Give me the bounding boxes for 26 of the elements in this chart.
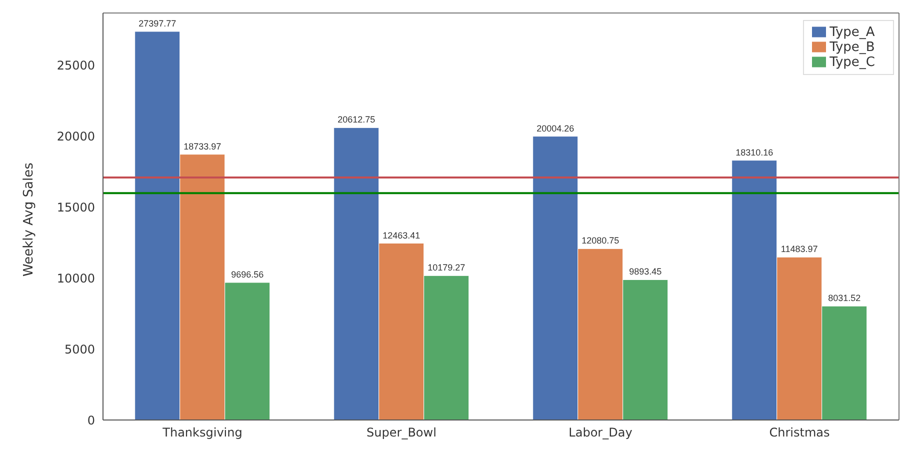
data-label: 10179.27 [428,262,466,273]
y-tick-label: 0 [87,413,95,428]
data-label: 18733.97 [184,141,222,152]
data-label: 12080.75 [582,236,620,246]
x-tick-label: Christmas [769,426,830,440]
x-tick-label: Thanksgiving [162,426,242,440]
data-label: 11483.97 [780,244,818,254]
x-tick-label: Super_Bowl [366,426,436,440]
data-label: 12463.41 [382,230,420,240]
data-label: 27397.77 [138,18,176,28]
data-label: 8031.52 [828,293,861,304]
y-tick-label: 5000 [64,342,95,356]
y-tick-label: 25000 [56,58,95,73]
x-tick-label: Labor_Day [568,426,632,440]
y-axis-title: Weekly Avg Sales [22,162,37,276]
data-label: 9893.45 [629,266,662,277]
y-tick-label: 20000 [56,130,95,144]
data-label: 9696.56 [231,269,264,280]
y-tick-label: 15000 [56,200,95,215]
data-label: 20612.75 [338,114,376,125]
legend-label: Type_C [830,55,875,70]
data-label: 18310.16 [736,147,774,158]
legend-label: Type_B [830,40,875,55]
legend-label: Type_A [830,25,875,40]
data-label: 20004.26 [536,123,574,134]
y-tick-label: 10000 [56,271,95,286]
